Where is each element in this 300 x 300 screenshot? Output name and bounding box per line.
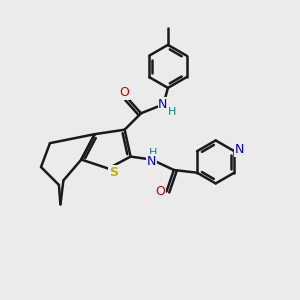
Text: H: H <box>168 107 177 117</box>
Text: H: H <box>149 148 157 158</box>
Text: N: N <box>147 154 156 167</box>
Text: O: O <box>155 185 165 198</box>
Text: S: S <box>109 166 118 178</box>
Text: O: O <box>120 86 130 100</box>
Text: N: N <box>158 98 167 111</box>
Text: N: N <box>235 143 244 156</box>
